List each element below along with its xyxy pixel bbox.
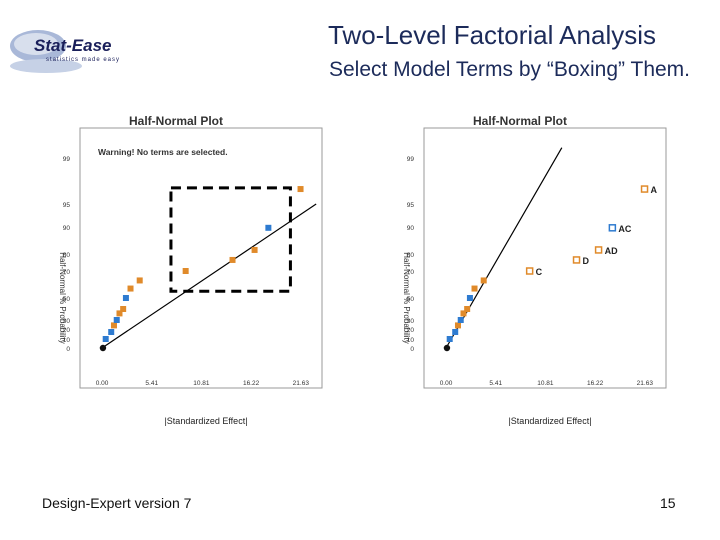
data-point-origin: [99, 344, 107, 352]
footer-version: Design-Expert version 7: [42, 495, 192, 511]
plot-canvas: Half-Normal Plot 0 10 20 30 50 70 80 90 95 99 0.00 5…: [58, 114, 323, 426]
data-point: [229, 256, 236, 263]
x-axis-label: |Standardized Effect|: [164, 416, 247, 426]
data-point: [471, 285, 478, 292]
y-tick-label: 80: [407, 252, 415, 259]
half-normal-plot-selected: Half-Normal Plot 0 10 20 30 50 70 80 90 95 99 0.00 5…: [380, 108, 680, 438]
x-tick-label: 5.41: [145, 380, 158, 387]
data-point: [457, 317, 464, 323]
data-point-selected: [572, 256, 581, 264]
x-tick-label: 5.41: [489, 380, 502, 387]
y-tick-label: 90: [407, 225, 415, 232]
x-tick-label: 0.00: [96, 380, 109, 387]
y-tick-label: 20: [63, 327, 71, 334]
point-label: AD: [605, 246, 618, 256]
x-tick-label: 0.00: [440, 380, 453, 387]
data-point: [102, 336, 109, 342]
selection-box: [169, 186, 292, 293]
y-tick-label: 10: [63, 337, 71, 344]
data-point: [108, 329, 115, 335]
data-point: [182, 268, 189, 274]
data-point: [464, 306, 471, 312]
data-point: [265, 224, 272, 231]
data-point: [136, 277, 143, 284]
data-point: [297, 186, 304, 193]
fit-line: [101, 203, 317, 349]
data-point: [454, 322, 461, 329]
y-tick-label: 0: [410, 346, 414, 353]
svg-text:statistics made easy: statistics made easy: [46, 57, 120, 63]
y-tick-label: 70: [63, 269, 71, 276]
point-label: D: [583, 256, 590, 266]
y-tick-label: 99: [407, 156, 415, 163]
data-point-selected: [525, 267, 534, 275]
y-tick-label: 20: [407, 327, 415, 334]
warning-annotation: Warning! No terms are selected.: [98, 147, 228, 157]
x-axis-label: |Standardized Effect|: [508, 416, 591, 426]
y-tick-label: 90: [63, 225, 71, 232]
page-number: 15: [660, 495, 676, 511]
x-tick-label: 16.22: [243, 380, 260, 387]
data-point-selected: [640, 185, 649, 193]
point-label: A: [651, 185, 658, 195]
x-tick-label: 10.81: [537, 380, 554, 387]
data-point: [480, 277, 487, 284]
half-normal-plot-unselected: Half-Normal Plot 0 10 20 30 50 70 80 90 95 99 0.00 5…: [36, 108, 336, 438]
y-tick-label: 80: [63, 252, 71, 259]
point-label: C: [536, 267, 543, 277]
y-tick-label: 30: [407, 318, 415, 325]
plot-frame: [423, 127, 667, 389]
y-axis-label: Half-Normal % Probability: [402, 252, 411, 344]
data-point: [120, 306, 127, 312]
data-point: [113, 317, 120, 323]
y-tick-label: 70: [407, 269, 415, 276]
y-axis-label: Half-Normal % Probability: [58, 252, 67, 344]
x-tick-label: 21.63: [293, 380, 310, 387]
data-point: [251, 246, 258, 253]
data-point: [466, 295, 473, 301]
y-tick-label: 95: [63, 202, 71, 209]
x-tick-label: 21.63: [637, 380, 654, 387]
x-tick-label: 10.81: [193, 380, 210, 387]
data-point: [446, 336, 453, 342]
data-point: [110, 322, 117, 329]
data-point: [460, 310, 467, 317]
point-label: AC: [618, 224, 631, 234]
stat-ease-logo: Stat-Ease statistics made easy: [6, 24, 136, 76]
slide-title: Two-Level Factorial Analysis: [327, 20, 656, 50]
data-point: [122, 295, 129, 301]
plot-title: Half-Normal Plot: [129, 114, 223, 128]
data-point-selected: [608, 224, 617, 232]
y-tick-label: 10: [407, 337, 415, 344]
y-tick-label: 50: [407, 296, 415, 303]
plot-canvas: Half-Normal Plot 0 10 20 30 50 70 80 90 95 99 0.00 5…: [402, 114, 667, 426]
data-point: [116, 310, 123, 317]
x-tick-label: 16.22: [587, 380, 604, 387]
svg-text:Stat-Ease: Stat-Ease: [34, 36, 111, 55]
y-tick-label: 50: [63, 296, 71, 303]
y-tick-label: 0: [66, 346, 70, 353]
data-point-selected: [594, 246, 603, 254]
y-tick-label: 99: [63, 156, 71, 163]
y-tick-label: 30: [63, 318, 71, 325]
plot-frame: [79, 127, 323, 389]
data-point: [127, 285, 134, 292]
data-point: [452, 329, 459, 335]
data-point-origin: [443, 344, 451, 352]
plot-title: Half-Normal Plot: [473, 114, 567, 128]
slide-subtitle: Select Model Terms by “Boxing” Them.: [328, 58, 690, 81]
y-tick-label: 95: [407, 202, 415, 209]
